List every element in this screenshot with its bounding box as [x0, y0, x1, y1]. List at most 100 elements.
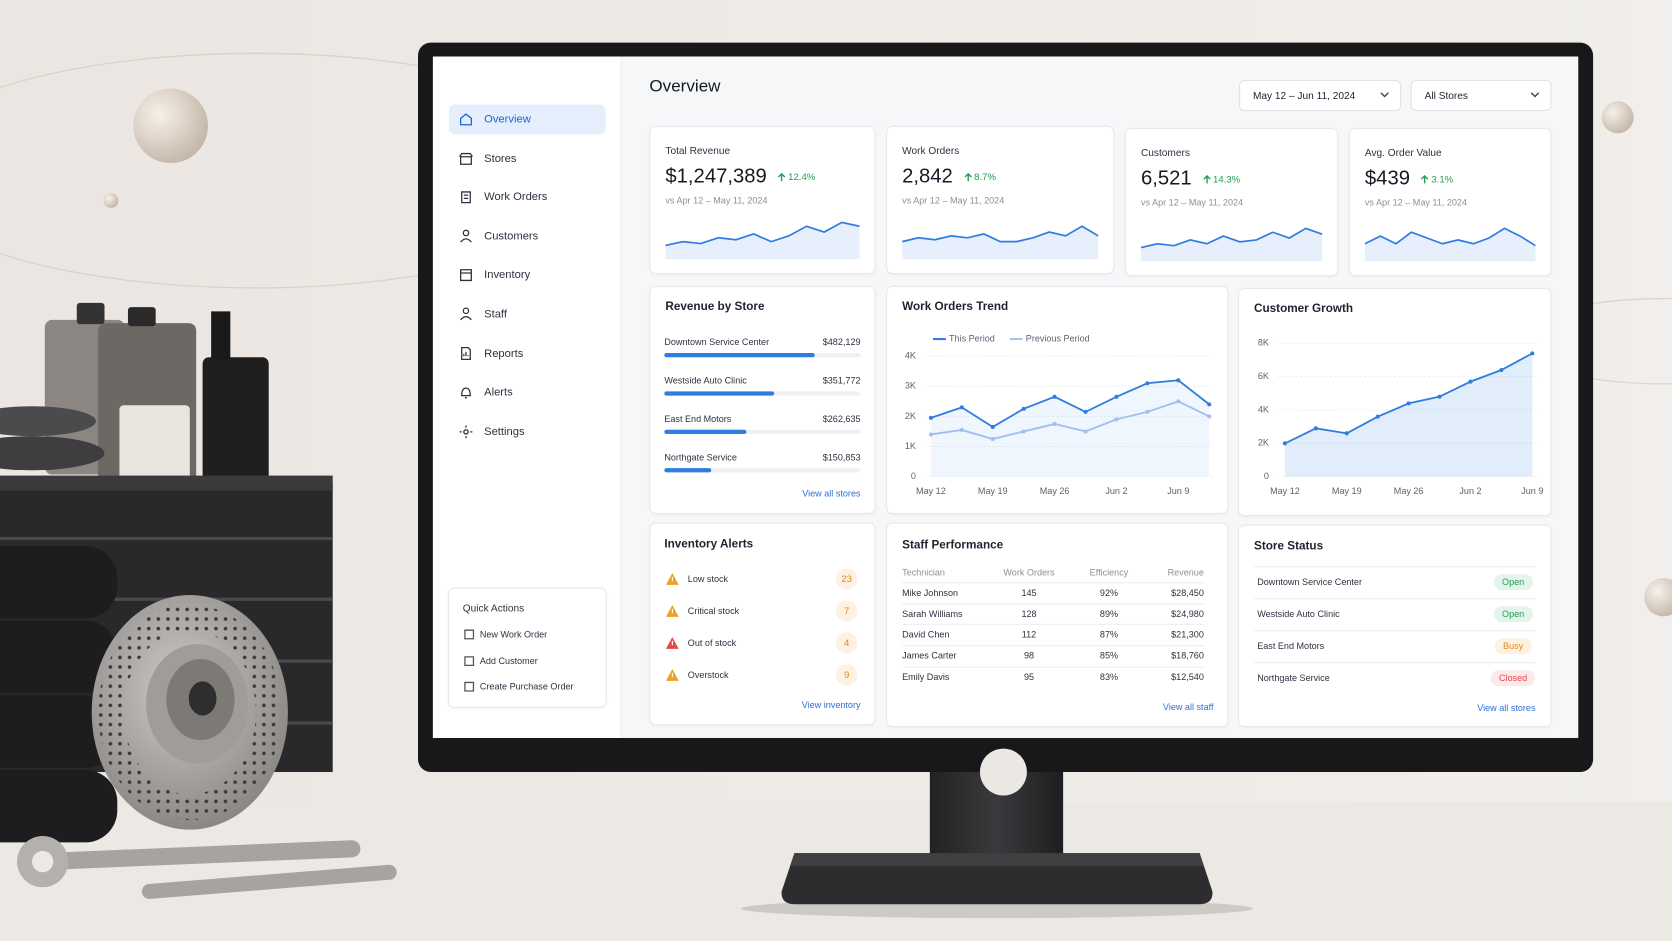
card: Customers 6,521 14.3% vs Apr 12 – May 11, 2…: [1124, 127, 1339, 277]
kpi-value: 2,842: [902, 165, 953, 188]
nav-item[interactable]: Work Orders: [449, 183, 606, 213]
nav-item[interactable]: Reports: [449, 339, 606, 369]
column-header: Technician: [902, 567, 945, 578]
nav-label: Staff: [484, 307, 507, 321]
table-cell: 92%: [1099, 587, 1119, 598]
sparkline-area: [665, 222, 860, 260]
alert-count: 9: [836, 664, 858, 686]
quick-action[interactable]: New Work Order: [479, 628, 548, 640]
x-tick-label: May 19: [978, 486, 1008, 496]
nav-item[interactable]: Customers: [449, 222, 606, 252]
point: [1375, 414, 1380, 419]
icon: [461, 387, 471, 399]
store-revenue: $351,772: [822, 375, 861, 386]
warning-mark: [671, 640, 674, 646]
point: [1021, 429, 1026, 434]
nav-label: Overview: [484, 112, 531, 126]
warning-icon: [665, 573, 679, 585]
point: [1052, 394, 1057, 399]
alert-label: Out of stock: [687, 637, 737, 649]
table-cell: $18,760: [1171, 650, 1204, 661]
kpi-value-row: $439 3.1%: [1365, 167, 1453, 190]
point: [1083, 409, 1088, 414]
store-filter[interactable]: All Stores: [1410, 79, 1552, 111]
status-pill: Closed: [1490, 670, 1536, 687]
link[interactable]: View all staff: [1162, 701, 1214, 713]
row-divider: [902, 666, 1205, 668]
alert-count: 23: [836, 568, 858, 590]
column-header: Efficiency: [1089, 567, 1129, 578]
sparkline: [1140, 227, 1323, 262]
link[interactable]: View all stores: [802, 488, 861, 499]
row-divider: [1254, 630, 1536, 632]
icon: [459, 152, 473, 165]
table-cell: 112: [1021, 629, 1037, 640]
quick-action[interactable]: Create Purchase Order: [479, 681, 574, 692]
x-tick-label: Jun 9: [1521, 486, 1543, 496]
warning-mark: [671, 672, 674, 678]
chevron: [1530, 92, 1540, 98]
icon: [464, 681, 475, 692]
kpi-change-value: 14.3%: [1213, 173, 1241, 185]
point: [1530, 351, 1535, 356]
card: Customer Growth 0 2K 4K 6K 8K May 12 May 19 May …: [1238, 287, 1552, 517]
point: [990, 436, 995, 442]
icon-shape: [460, 113, 472, 126]
nav-item[interactable]: Staff: [449, 300, 606, 330]
table-cell: $28,450: [1171, 587, 1204, 598]
row-divider: [902, 624, 1205, 626]
icon-shape: [459, 152, 473, 165]
kpi-value-row: 2,842 8.7%: [902, 165, 996, 188]
card-title: Revenue by Store: [665, 300, 765, 313]
kpi-change: 12.4%: [777, 171, 816, 183]
card-title: Inventory Alerts: [664, 537, 754, 551]
quick-action[interactable]: Add Customer: [479, 654, 538, 666]
table-cell: James Carter: [902, 650, 957, 661]
bar: [664, 429, 747, 434]
chart-plot: 0 1K 2K 3K 4K May 12 May 19 May 26 Jun 2 Jun 9 Thi…: [905, 333, 1215, 496]
kpi-change: 14.3%: [1202, 173, 1241, 185]
icon-shape: [460, 269, 472, 282]
nav-item[interactable]: Inventory: [449, 261, 606, 291]
kpi-change-value: 12.4%: [788, 171, 816, 183]
link[interactable]: View all stores: [1477, 702, 1536, 714]
bar-track: [664, 468, 861, 473]
legend-label: Previous Period: [1026, 333, 1090, 343]
nav-label: Settings: [484, 424, 525, 438]
sparkline: [902, 225, 1099, 260]
card: Staff Performance Technician Work Orders Ef…: [886, 522, 1229, 728]
link[interactable]: View inventory: [801, 699, 861, 710]
point: [928, 415, 933, 420]
nav-item[interactable]: Settings: [449, 417, 606, 447]
sparkline-line: [1364, 227, 1536, 247]
nav-item[interactable]: Stores: [449, 144, 606, 174]
area: [1284, 353, 1533, 477]
point: [928, 432, 933, 437]
icon: [461, 191, 471, 204]
table-cell: $12,540: [1171, 671, 1204, 682]
point: [1114, 417, 1119, 422]
row-divider: [1254, 598, 1536, 600]
y-tick-label: 0: [1264, 471, 1269, 481]
nav-label: Customers: [484, 229, 539, 243]
date-filter[interactable]: May 12 – Jun 11, 2024: [1239, 79, 1402, 111]
up-arrow: [1202, 174, 1211, 183]
table-cell: 128: [1021, 608, 1037, 619]
nav-item[interactable]: Overview: [448, 104, 606, 135]
y-tick-label: 1K: [905, 441, 916, 451]
card-title: Staff Performance: [902, 539, 1004, 552]
point: [1468, 379, 1473, 384]
point: [959, 405, 964, 410]
icon: [464, 655, 475, 666]
bar-track: [664, 429, 861, 434]
kpi-change: 3.1%: [1421, 174, 1453, 184]
point: [1176, 378, 1181, 383]
icon-shape: [461, 387, 471, 399]
nav-item[interactable]: Alerts: [449, 378, 606, 408]
point: [1052, 421, 1057, 426]
sparkline: [1364, 227, 1536, 262]
column-header: Revenue: [1167, 567, 1204, 578]
store-revenue: $150,853: [822, 451, 861, 463]
icon-shape: [464, 681, 475, 692]
kpi-change-value: 8.7%: [974, 171, 997, 183]
